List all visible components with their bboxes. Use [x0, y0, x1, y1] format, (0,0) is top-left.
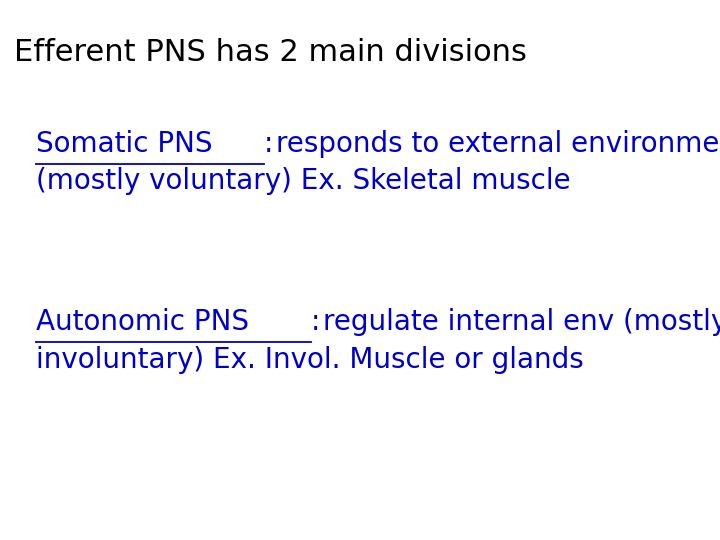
Text: Autonomic PNS: Autonomic PNS: [36, 308, 249, 336]
Text: involuntary) Ex. Invol. Muscle or glands: involuntary) Ex. Invol. Muscle or glands: [36, 346, 584, 374]
Text: Somatic PNS: Somatic PNS: [36, 130, 212, 158]
Text: (mostly voluntary) Ex. Skeletal muscle: (mostly voluntary) Ex. Skeletal muscle: [36, 167, 571, 195]
Text: :: :: [311, 308, 320, 336]
Text: regulate internal env (mostly: regulate internal env (mostly: [323, 308, 720, 336]
Text: Efferent PNS has 2 main divisions: Efferent PNS has 2 main divisions: [14, 38, 527, 67]
Text: responds to external environment: responds to external environment: [276, 130, 720, 158]
Text: :: :: [264, 130, 273, 158]
